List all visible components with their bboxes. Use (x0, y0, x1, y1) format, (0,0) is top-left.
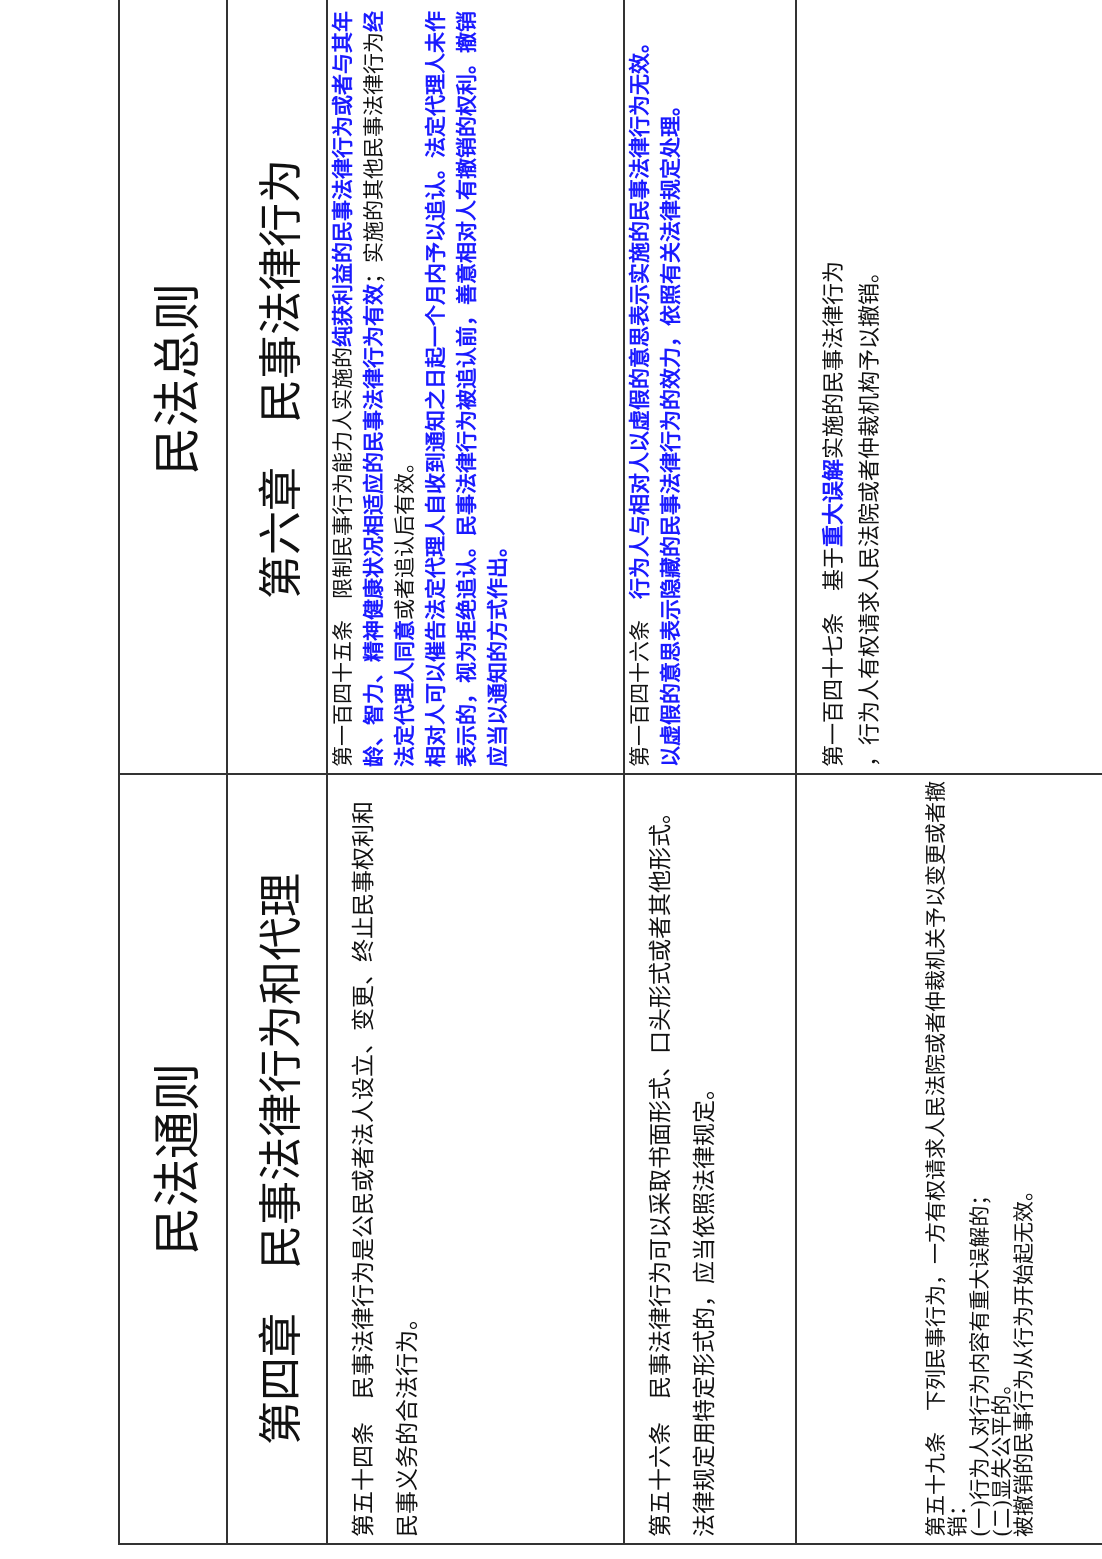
article-text: 第一百四十五条 限制民事行为能力人实施的 (331, 347, 355, 767)
article-text: 第五十四条 民事法律行为是公民或者法人设立、变更、终止民事权利和民事义务的合法行… (351, 801, 421, 1537)
article-text: 第一百四十六条 (628, 599, 652, 767)
article-paragraph: 第一百四十七条 基于重大误解实施的民事法律行为 (817, 0, 853, 767)
left-chapter: 第四章 民事法律行为和代理 (227, 774, 327, 1544)
right-article-cell: 第一百四十六条 行为人与相对人以虚假的意思表示实施的民事法律行为无效。 以虚假的意… (624, 0, 796, 774)
right-article-cell: 第一百四十五条 限制民事行为能力人实施的纯获利益的民事法律行为或者与其年龄、智力… (327, 0, 624, 774)
highlighted-text: 相对人可以催告法定代理人自收到通知之日起一个月内予以追认。法定代理人未作表示的，… (424, 11, 510, 767)
article-text: 第一百四十七条 基于 (822, 546, 847, 767)
article-paragraph: ，行为人有权请求人民法院或者仲裁机构予以撤销。 (853, 0, 889, 767)
highlighted-text: 以虚假的意思表示隐藏的民事法律行为的效力，依照有关法律规定处理。 (659, 95, 683, 767)
article-paragraph: 以虚假的意思表示隐藏的民事法律行为的效力，依照有关法律规定处理。 (656, 0, 687, 767)
highlighted-text: 行为人与相对人以虚假的意思表示实施的民事法律行为无效。 (628, 32, 652, 599)
article-paragraph: 被撤销的民事行为从行为开始起无效。 (1012, 781, 1036, 1537)
right-article-cell: 第一百四十七条 基于重大误解实施的民事法律行为 ，行为人有权请求人民法院或者仲裁机… (796, 0, 1102, 774)
law-comparison-table: 民法通则 民法总则 第四章 民事法律行为和代理 第六章 民事法律行为 第五十四条… (118, 0, 1102, 1545)
right-title: 民法总则 (119, 0, 227, 774)
article-text: 或者追认后有效。 (393, 452, 417, 620)
article-paragraph: 第五十九条 下列民事行为，一方有权请求人民法院或者仲裁机关予以变更或者撤销： (924, 781, 970, 1537)
article-text: 被撤销的民事行为从行为开始起无效。 (1012, 1180, 1036, 1537)
article-text: ，行为人有权请求人民法院或者仲裁机构予以撤销。 (858, 260, 883, 767)
article-paragraph: (二)显失公平的。 (990, 781, 1014, 1537)
article-paragraph: 第一百四十五条 限制民事行为能力人实施的纯获利益的民事法律行为或者与其年龄、智力… (328, 0, 421, 767)
article-paragraph: 第一百四十六条 行为人与相对人以虚假的意思表示实施的民事法律行为无效。 (625, 0, 656, 767)
article-text: 第五十九条 下列民事行为，一方有权请求人民法院或者仲裁机关予以变更或者撤销： (924, 781, 970, 1537)
right-chapter: 第六章 民事法律行为 (227, 0, 327, 774)
article-text: 实施的民事法律行为 (822, 260, 847, 459)
article-text: 第五十六条 民事法律行为可以采取书面形式、口头形式或者其他形式。法律规定用特定形… (648, 801, 718, 1537)
left-article-cell: 第五十四条 民事法律行为是公民或者法人设立、变更、终止民事权利和民事义务的合法行… (327, 774, 624, 1544)
left-title: 民法通则 (119, 774, 227, 1544)
article-paragraph: 第五十六条 民事法律行为可以采取书面形式、口头形式或者其他形式。法律规定用特定形… (639, 781, 727, 1537)
article-text: ；实施的其他民事法律行为 (362, 32, 386, 284)
article-paragraph: 第五十四条 民事法律行为是公民或者法人设立、变更、终止民事权利和民事义务的合法行… (342, 781, 430, 1537)
article-paragraph: (一)行为人对行为内容有重大误解的； (968, 781, 992, 1537)
highlighted-text: 重大误解 (822, 458, 847, 547)
left-article-cell: 第五十六条 民事法律行为可以采取书面形式、口头形式或者其他形式。法律规定用特定形… (624, 774, 796, 1544)
article-text: (二)显失公平的。 (990, 1373, 1014, 1537)
article-paragraph: 相对人可以催告法定代理人自收到通知之日起一个月内予以追认。法定代理人未作表示的，… (421, 0, 514, 767)
article-text: (一)行为人对行为内容有重大误解的； (968, 1184, 992, 1537)
left-article-cell: 第五十九条 下列民事行为，一方有权请求人民法院或者仲裁机关予以变更或者撤销： (一… (796, 774, 1102, 1544)
